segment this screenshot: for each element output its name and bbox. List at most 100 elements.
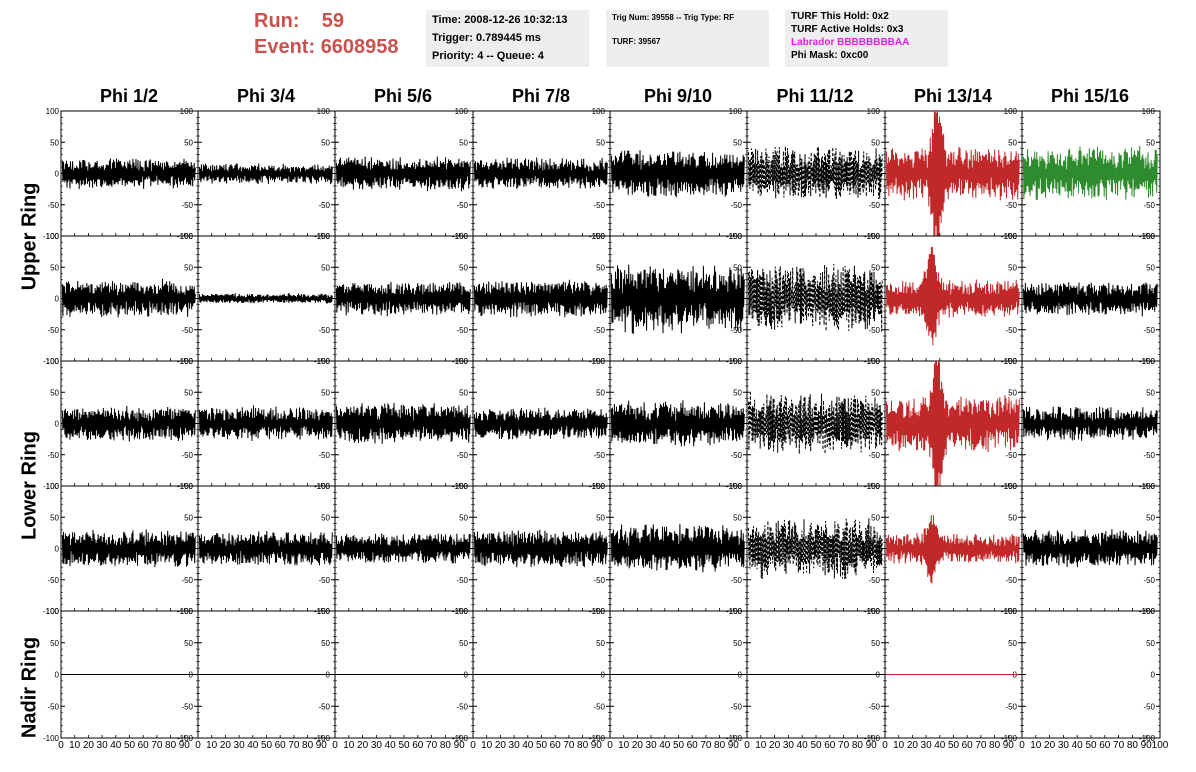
y-tick-label: -100: [43, 357, 60, 366]
waveform-trace: [1022, 282, 1158, 317]
x-tick-label: 70: [838, 740, 850, 751]
event-value: 6608958: [320, 36, 399, 58]
waveform-trace: [61, 158, 196, 190]
y-tick-label-right: -100: [864, 734, 881, 743]
x-tick-label: 90: [591, 740, 603, 751]
y-tick-label-right: -50: [1143, 451, 1155, 460]
time-text: Time: 2008-12-26 10:32:13: [432, 14, 568, 26]
y-tick-label: -100: [43, 734, 60, 743]
col-title-phi-7-8: Phi 7/8: [511, 86, 571, 106]
x-tick-label: 80: [714, 740, 726, 751]
y-tick-label-right: 100: [1142, 232, 1156, 241]
x-tick-label: 70: [288, 740, 300, 751]
x-tick-label: 60: [550, 740, 562, 751]
x-tick-label: 50: [1085, 740, 1097, 751]
y-tick-label-right: -50: [868, 326, 880, 335]
x-tick-label: 50: [810, 740, 822, 751]
y-tick-label-right: 50: [871, 138, 880, 147]
y-tick-label-right: -100: [452, 734, 469, 743]
y-tick-label-right: 100: [455, 357, 469, 366]
x-tick-label: 50: [124, 740, 136, 751]
x-tick-label: 0: [607, 740, 613, 751]
run-value: 59: [321, 10, 345, 32]
x-tick-label: 80: [165, 740, 177, 751]
y-tick-label-right: 50: [321, 263, 330, 272]
y-tick-label-right: 50: [459, 138, 468, 147]
y-tick-label-right: 50: [1008, 388, 1017, 397]
turf-active-holds-text: TURF Active Holds: 0x3: [791, 24, 904, 35]
y-tick-label-right: -50: [868, 201, 880, 210]
y-tick-label-right: -100: [1001, 734, 1018, 743]
x-tick-label: 90: [866, 740, 878, 751]
waveform-trace: [335, 402, 471, 444]
x-tick-label: 70: [1113, 740, 1125, 751]
y-tick-label-right: 50: [321, 388, 330, 397]
y-tick-label-right: 50: [596, 513, 605, 522]
y-tick-label-right: 50: [871, 263, 880, 272]
waveform-trace: [610, 523, 745, 573]
x-tick-label: 10: [481, 740, 493, 751]
waveform-trace: [610, 400, 745, 447]
x-tick-label: 40: [247, 740, 259, 751]
x-tick-label: 40: [1072, 740, 1084, 751]
x-tick-label: 50: [948, 740, 960, 751]
y-tick-label-right: 100: [1142, 357, 1156, 366]
y-tick-label-right: -100: [314, 734, 331, 743]
y-tick-label-right: -50: [868, 576, 880, 585]
y-tick-label-right: -50: [318, 201, 330, 210]
y-tick-label-right: 50: [1146, 513, 1155, 522]
y-tick-label-right: 50: [596, 639, 605, 648]
y-tick-label-right: 50: [1008, 138, 1017, 147]
waveform-trace: [885, 110, 1020, 237]
y-tick-label-right: 50: [733, 639, 742, 648]
y-tick-label-right: 100: [180, 357, 194, 366]
y-tick-label-right: 50: [184, 388, 193, 397]
waveform-trace: [61, 529, 196, 568]
x-tick-label: 0: [195, 740, 201, 751]
waveform-trace: [610, 264, 745, 335]
panel-frame: [1021, 610, 1161, 739]
y-tick-label-right: 50: [184, 263, 193, 272]
waveform-trace: [885, 360, 1020, 487]
x-tick-label: 80: [989, 740, 1001, 751]
y-tick-label: 100: [46, 607, 60, 616]
x-tick-label: 0: [58, 740, 64, 751]
y-tick-label-right: -50: [1005, 201, 1017, 210]
y-tick-label-right: 50: [871, 639, 880, 648]
x-tick-label: 20: [357, 740, 369, 751]
y-tick-label-right: -50: [456, 201, 468, 210]
x-tick-label: 20: [495, 740, 507, 751]
x-tick-label: 30: [646, 740, 658, 751]
y-tick-label-right: 50: [1008, 513, 1017, 522]
y-tick-label-right: 100: [867, 357, 881, 366]
y-tick-label-right: 50: [733, 138, 742, 147]
y-tick-label-right: 100: [867, 482, 881, 491]
waveform-trace: [473, 407, 608, 440]
y-tick-label-right: 100: [592, 607, 606, 616]
y-tick-label: 0: [55, 295, 60, 304]
y-tick-label-right: 50: [184, 138, 193, 147]
y-tick-label-right: 100: [729, 232, 743, 241]
y-tick-label-right: -50: [181, 326, 193, 335]
y-tick-label-right: 100: [180, 232, 194, 241]
priority-text: Priority: 4 -- Queue: 4: [432, 50, 544, 62]
y-tick-label-right: 100: [867, 107, 881, 116]
y-tick-label-right: -50: [1143, 576, 1155, 585]
y-tick-label-right: 100: [180, 607, 194, 616]
y-tick-label-right: 50: [184, 639, 193, 648]
col-title-phi-15-16: Phi 15/16: [1050, 86, 1130, 106]
y-tick-label: 50: [50, 263, 59, 272]
waveform-trace: [1022, 406, 1158, 441]
x-tick-label: 20: [83, 740, 95, 751]
y-tick-label-right: 100: [1004, 357, 1018, 366]
x-tick-label: 10: [69, 740, 81, 751]
col-title-phi-3-4: Phi 3/4: [236, 86, 296, 106]
x-tick-label: 20: [769, 740, 781, 751]
y-tick-label-right: -50: [593, 201, 605, 210]
y-tick-label-right: 50: [459, 263, 468, 272]
y-tick-label-right: 50: [871, 513, 880, 522]
y-tick-label-right: 100: [1004, 107, 1018, 116]
waveform-trace: [473, 279, 608, 318]
y-tick-label: 50: [50, 138, 59, 147]
y-tick-label-right: 100: [317, 107, 331, 116]
